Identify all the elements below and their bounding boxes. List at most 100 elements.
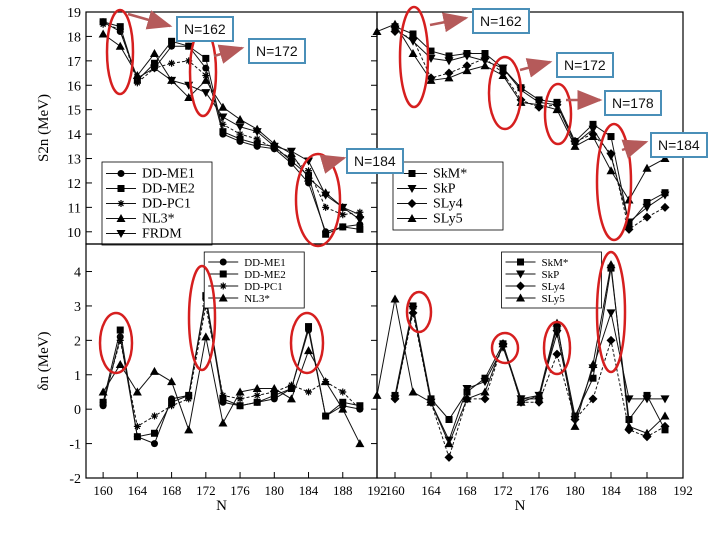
legend-marker: [218, 293, 228, 302]
data-point: [286, 394, 296, 403]
data-point: [481, 50, 489, 58]
data-point: [390, 19, 400, 28]
data-point: [322, 230, 330, 238]
y-tick-label: 15: [67, 104, 81, 119]
legend-marker: [116, 230, 126, 238]
callout-arrow: [429, 12, 469, 33]
y-tick-label: 2: [74, 334, 81, 349]
legend-marker: [407, 214, 417, 222]
callout-tr-n184: N=184: [650, 132, 708, 158]
series-dd-pc1: [99, 302, 364, 430]
data-point: [150, 440, 158, 448]
x-tick-label: 160: [93, 483, 113, 498]
panel-bottom-right: 160 164 168 172 176 180 184 188 192 N SkM*SkPSLy4S…: [372, 243, 693, 514]
x-tick-label: 180: [565, 483, 585, 498]
data-point: [132, 387, 142, 396]
legend-marker: [219, 270, 227, 278]
data-point: [218, 102, 228, 111]
data-point: [339, 211, 347, 219]
data-point: [150, 429, 158, 437]
data-point: [167, 377, 177, 386]
legend-label: SkP: [542, 269, 560, 281]
data-point: [355, 439, 365, 448]
legend-marker: [219, 282, 227, 290]
data-point: [339, 398, 347, 406]
data-point: [219, 120, 227, 128]
y-tick-label: 12: [67, 177, 81, 192]
callout-tr-n172: N=172: [556, 52, 614, 78]
legend-marker: [407, 185, 417, 193]
callout-arrow: [213, 44, 245, 64]
legend-label: DD-ME2: [244, 269, 286, 281]
series-sly4: [390, 308, 670, 462]
legend-marker: [516, 293, 526, 302]
data-point: [184, 425, 194, 434]
x-tick-label: 168: [457, 483, 477, 498]
legend-label: DD-ME1: [244, 257, 286, 269]
data-point: [236, 402, 244, 410]
data-point: [462, 52, 472, 61]
highlight-ring: [595, 122, 633, 242]
data-point: [534, 390, 544, 399]
y-tick-label: 11: [68, 201, 81, 216]
data-point: [606, 260, 616, 269]
x-tick-label: 172: [196, 483, 216, 498]
x-tick-label: 192: [367, 483, 387, 498]
callout-arrow: [127, 10, 173, 30]
data-point: [462, 394, 472, 403]
highlight-ring: [187, 264, 217, 372]
data-point: [201, 332, 211, 341]
x-tick-label: 184: [299, 483, 319, 498]
data-point: [150, 412, 158, 420]
data-point: [660, 395, 670, 404]
legend-label: SLy5: [542, 293, 566, 305]
x-tick-label: 176: [230, 483, 250, 498]
legend-label: SLy4: [542, 281, 566, 293]
data-point: [408, 49, 418, 58]
y-tick-label: 16: [67, 79, 81, 94]
series-nl3: [98, 332, 365, 448]
data-point: [516, 397, 526, 406]
data-point: [445, 416, 453, 423]
y-tick-label: 13: [67, 153, 81, 168]
data-point: [444, 68, 454, 78]
legend-marker: [408, 170, 416, 177]
legend-label: DD-PC1: [142, 197, 191, 212]
data-point: [219, 391, 227, 399]
legend-label: SkM*: [542, 257, 569, 269]
series-line: [102, 305, 361, 428]
data-point: [570, 136, 580, 146]
highlight-ring: [294, 152, 342, 248]
data-point: [149, 366, 159, 375]
data-point: [218, 418, 228, 427]
data-point: [390, 394, 400, 404]
data-point: [149, 49, 159, 58]
data-point: [480, 394, 490, 404]
x-axis-label: N: [216, 498, 227, 514]
data-point: [660, 411, 670, 420]
series-line: [394, 26, 666, 226]
data-point: [426, 75, 436, 84]
y-tick-label: 17: [67, 55, 81, 70]
legend-label: NL3*: [244, 293, 270, 305]
legend-marker: [219, 258, 227, 266]
data-point: [201, 75, 211, 84]
series-line: [102, 298, 360, 445]
series-line: [394, 28, 666, 223]
data-point: [98, 29, 108, 38]
data-point: [168, 402, 176, 410]
data-point: [218, 113, 228, 122]
callout-arrows: [127, 10, 649, 174]
x-tick-label: 184: [601, 483, 621, 498]
y-tick-label: 0: [74, 403, 81, 418]
data-point: [269, 142, 279, 151]
data-point: [168, 59, 176, 67]
y-tick-label: 1: [74, 369, 81, 384]
data-point: [99, 398, 107, 406]
data-point: [253, 398, 261, 406]
y-axis-label: S2n (MeV): [36, 94, 52, 162]
data-point: [133, 422, 141, 430]
